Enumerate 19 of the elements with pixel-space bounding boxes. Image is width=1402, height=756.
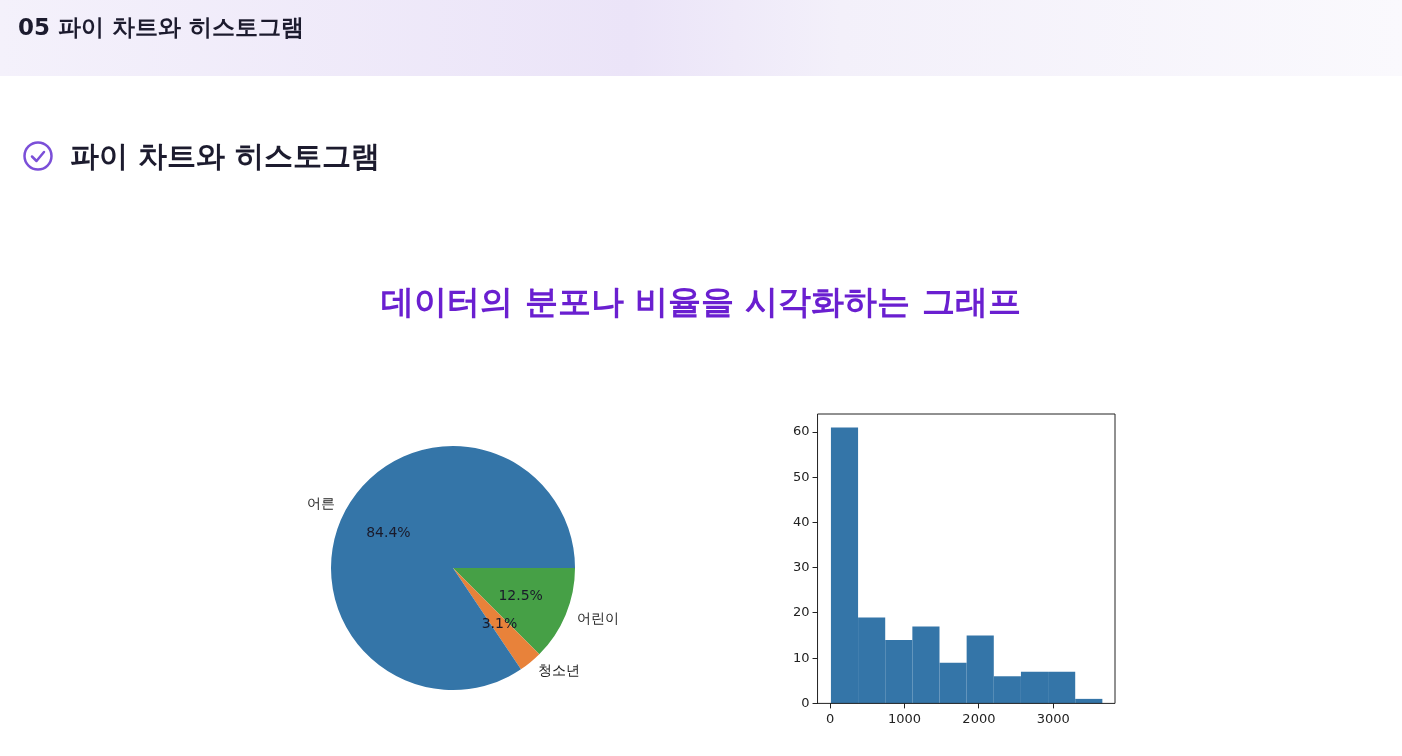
x-tick-label: 1000	[888, 710, 922, 726]
y-tick-label: 10	[793, 649, 810, 665]
x-tick-label: 0	[826, 710, 835, 726]
data-label: 84.4%	[366, 524, 411, 541]
text: 데이터의 분포나 비율을 시각화하는 그래프	[380, 281, 1022, 323]
y-tick-label: 20	[793, 604, 810, 620]
y-tick-label: 0	[801, 694, 810, 710]
y-tick-label: 30	[793, 559, 810, 575]
slice-label: 어린이	[576, 610, 619, 626]
slice-label: 어른	[306, 495, 335, 512]
slice-label: 청소년	[538, 662, 581, 679]
y-tick-label: 40	[793, 513, 810, 529]
x-tick-label: 2000	[962, 710, 996, 726]
text: 파이 차트와 히스토그램	[70, 138, 381, 175]
x-tick-label: 3000	[1036, 710, 1070, 726]
y-tick-label: 60	[793, 423, 810, 439]
data-label: 12.5%	[498, 586, 543, 603]
y-tick-label: 50	[793, 468, 810, 484]
text: 05 파이 차트와 히스토그램	[18, 13, 305, 42]
